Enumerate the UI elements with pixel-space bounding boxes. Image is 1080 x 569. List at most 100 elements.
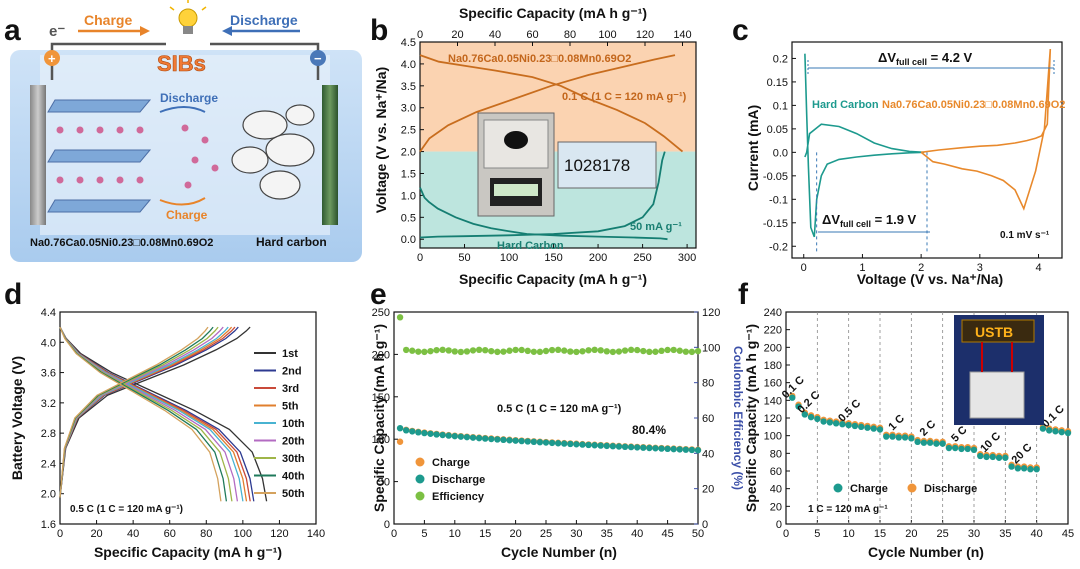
panel-b-ytick-label: 3.0 [401,103,416,115]
panel-b-ytick-label: 1.0 [401,190,416,202]
panel-e-efficiency-point [597,347,604,354]
panel-d-rate-note: 0.5 C (1 C = 120 mA g⁻¹) [70,504,183,515]
panel-f-rate-note: 1 C = 120 mA g⁻¹ [808,504,888,515]
panel-b-line-hard-carbon-charge [419,151,666,239]
panel-e-letter: e [370,278,387,311]
panel-d-legend-label-10th: 10th [282,418,305,430]
panel-f-charge-point [826,419,834,426]
panel-b-xtick-label: 0 [417,252,423,264]
panel-c-ytick-label: -0.05 [763,171,788,183]
panel-d-legend-label-20th: 20th [282,436,305,448]
panel-e-discharge-point [542,439,550,446]
panel-d-x-axis-title: Specific Capacity (mA h g⁻¹) [94,544,282,560]
panel-e-ytick-label: 0 [384,519,390,531]
panel-f-charge-point [1052,428,1059,435]
panel-f-charge-point [876,426,884,433]
panel-f-charge-point [889,433,896,440]
panel-f-rate-label: 10 C [978,430,1003,455]
panel-b-axes-frame [419,41,697,249]
panel-e-efficiency-point [627,346,635,354]
panel-b-chart: b 0 50 100 150 200 250 300 0 20 40 60 80 100 120 140 0.… [370,5,697,287]
panel-e-efficiency-point [409,347,416,354]
panel-c-xtick-label: 4 [1035,262,1041,274]
cathode-formula-label: Na0.76Ca0.05Ni0.23□0.08Mn0.69O2 [30,237,213,249]
legend-discharge-marker [415,474,425,484]
panel-e-discharge-point [640,444,647,451]
panel-b-ticks: 0 50 100 150 200 250 300 0 20 40 60 80 100 120 140 0.0 0… [401,29,697,264]
panel-f-charge-point [1064,429,1072,437]
delta-v-top-sub: full cell [896,57,927,67]
panel-e-efficiency-point [567,348,574,355]
external-wire-left [50,42,166,80]
panel-f-charge-point [989,453,996,461]
panel-e-y2-axis-title: Coulombic Efficiency (%) [731,346,745,490]
panel-b-ytick-label: 0.0 [401,234,416,246]
panel-d-legend-label-40th: 40th [282,471,305,483]
panel-e-discharge-point [500,436,507,444]
panel-f-xtick-label: 45 [1062,528,1074,540]
panel-b-series [419,54,684,241]
delta-v-top-symbol: ΔV [878,50,896,65]
legend-efficiency-label: Efficiency [432,491,485,503]
panel-e-discharge-point [652,445,659,452]
panel-d-ytick-label: 4.0 [41,337,56,349]
panel-e-efficiency-point [548,346,556,354]
negative-terminal-icon [310,50,326,66]
panel-d-discharge-5th [59,326,248,502]
panel-e-efficiency-point [463,348,471,355]
panel-e-discharge-point [494,436,501,443]
panel-e-efficiency-point [621,347,629,354]
panel-e-discharge-point [694,447,702,454]
panel-e-right-ytick-label: 40 [702,448,714,460]
panel-f-charge-point [952,444,959,452]
panel-e-efficiency-point [536,348,544,356]
panel-f-xtick-label: 20 [905,528,917,540]
panel-e-efficiency-point [439,346,446,354]
panel-f-charge-point [1033,466,1040,473]
panel-e-ytick-label: 150 [372,392,390,404]
panel-a-letter: a [4,14,21,47]
panel-e-discharge-point [615,443,623,450]
panel-e-discharge-point [457,433,465,440]
panel-d-charge-50th [59,326,209,498]
panel-c-ytick-label: 0.15 [767,77,788,89]
panel-f-charge-point [914,438,921,446]
panel-b-ytick-label: 2.5 [401,125,416,137]
panel-b-ytick-label: 4.0 [401,59,416,71]
panel-f-charge-point [851,422,859,430]
panel-f-charge-point [814,415,821,423]
panel-e-discharge-point [427,430,434,437]
panel-c-anode-label: Hard Carbon [812,99,879,111]
panel-c-ytick-label: -0.1 [769,194,788,206]
panel-e-efficiency-point [512,346,519,354]
panel-d-ytick-label: 2.8 [41,428,56,440]
panel-b-top-xtick-label: 0 [417,29,423,41]
panel-e-y-axis-title: Specific Capacity (mA h g⁻¹) [371,324,387,512]
panel-f-charge-point [858,423,865,431]
panel-d-ytick-label: 4.4 [41,307,56,319]
panel-e-efficiency-point [524,347,531,355]
panel-c-letter: c [732,14,749,47]
panel-e-xtick-label: 0 [391,528,397,540]
panel-e-discharge-point [591,442,598,449]
panel-e-efficiency-point [402,346,410,354]
panel-f-charge-point [908,435,915,442]
panel-e-discharge-point [554,440,562,447]
panel-e-efficiency-point [415,348,422,355]
panel-e-discharge-point [676,446,683,453]
panel-e-ytick-label: 50 [378,477,390,489]
delta-v-top-value: = 4.2 V [927,50,972,65]
panel-e-chart: e 0 5 10 15 20 25 30 35 40 45 50050100150200250020… [370,278,745,560]
panel-e-ytick-label: 200 [372,349,390,361]
panel-f-charge-point [807,413,815,421]
panel-f-charge-point [977,452,984,460]
panel-d-series [59,326,268,502]
panel-b-rate-label: 0.1 C (1 C = 120 mA g⁻¹) [562,91,687,103]
anode-name-label: Hard carbon [256,235,327,249]
panel-e-series [396,314,702,454]
panel-e-efficiency-point [615,348,623,355]
panel-e-discharge-point [482,435,489,442]
panel-f-charge-point [939,440,946,447]
panel-e-xtick-label: 10 [449,528,461,540]
panel-e-discharge-point [396,424,404,432]
